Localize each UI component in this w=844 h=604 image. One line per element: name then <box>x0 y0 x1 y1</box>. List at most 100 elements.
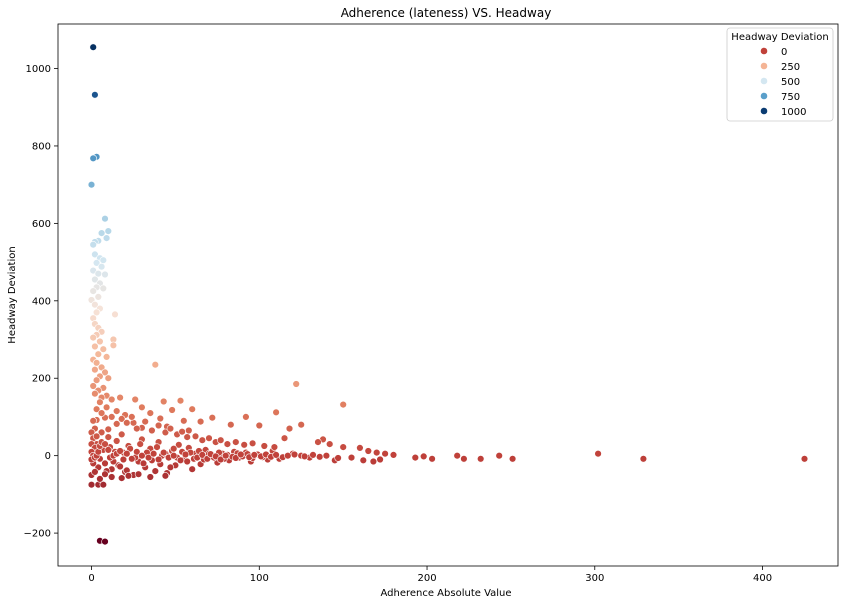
scatter-point <box>285 424 294 433</box>
legend-box <box>726 27 834 122</box>
scatter-point <box>237 450 245 459</box>
scatter-point <box>284 452 292 460</box>
scatter-point <box>134 470 143 478</box>
scatter-point <box>477 455 485 463</box>
scatter-point <box>97 363 106 372</box>
scatter-point <box>322 452 331 460</box>
scatter-point <box>428 455 436 463</box>
scatter-point <box>116 462 124 471</box>
scatter-point <box>112 437 121 445</box>
scatter-point <box>116 393 124 402</box>
scatter-point <box>309 451 317 459</box>
scatter-point <box>198 451 207 459</box>
scatter-point <box>133 448 141 456</box>
scatter-point <box>148 426 156 435</box>
scatter-point <box>149 450 158 458</box>
scatter-point <box>270 443 279 451</box>
scatter-point <box>89 333 97 342</box>
scatter-point <box>176 456 185 464</box>
scatter-point <box>411 453 419 462</box>
scatter-point <box>166 463 175 471</box>
scatter-point <box>92 308 101 317</box>
scatter-point <box>96 475 104 483</box>
scatter-point <box>198 436 207 444</box>
x-axis-ticks: 0 100 200 300 400 <box>88 566 772 584</box>
scatter-point <box>133 424 141 433</box>
y-tick-label: 600 <box>32 219 51 230</box>
scatter-point <box>123 419 131 427</box>
y-tick-label: 400 <box>32 296 51 307</box>
legend-label: 1000 <box>781 107 806 118</box>
y-tick-label: 0 <box>45 451 51 462</box>
scatter-point <box>175 441 183 449</box>
scatter-point <box>188 405 196 413</box>
scatter-point <box>141 417 149 426</box>
legend-title: Headway Deviation <box>731 32 828 43</box>
scatter-point <box>168 406 176 414</box>
scatter-point <box>99 256 108 264</box>
scatter-point <box>97 263 106 271</box>
scatter-point <box>101 537 109 546</box>
scatter-point <box>364 447 372 455</box>
scatter-point <box>290 450 299 459</box>
legend: Headway Deviation 0 250 500 750 1000 <box>726 27 834 122</box>
scatter-point <box>161 428 170 437</box>
scatter-point <box>183 457 191 466</box>
scatter-point <box>131 395 139 404</box>
scatter-point <box>347 453 356 462</box>
scatter-point <box>139 459 148 468</box>
scatter-point <box>639 455 648 463</box>
scatter-point <box>101 459 109 468</box>
scatter-point <box>101 270 109 279</box>
scatter-point <box>146 473 155 481</box>
scatter-point <box>89 241 97 249</box>
scatter-point <box>117 430 126 439</box>
scatter-point <box>359 456 367 464</box>
scatter-point <box>154 455 163 464</box>
scatter-point <box>232 454 240 462</box>
scatter-point <box>89 287 97 295</box>
chart-title: Adherence (lateness) VS. Headway <box>341 6 552 20</box>
y-tick-label: 1000 <box>26 64 51 75</box>
scatter-point <box>280 434 289 442</box>
scatter-point <box>104 374 113 382</box>
scatter-point <box>102 403 111 411</box>
scatter-point <box>191 432 200 440</box>
scatter-point <box>116 447 124 455</box>
scatter-point <box>260 442 268 450</box>
scatter-point <box>91 468 99 476</box>
scatter-point <box>248 439 257 447</box>
scatter-point <box>94 350 103 358</box>
x-tick-label: 400 <box>753 573 772 584</box>
scatter-point <box>91 275 99 284</box>
scatter-point <box>112 407 121 415</box>
scatter-point <box>138 452 146 460</box>
scatter-point <box>160 448 168 457</box>
legend-marker <box>760 92 768 100</box>
scatter-point <box>166 424 175 433</box>
scatter-point <box>316 453 324 461</box>
legend-entries: 0 250 500 750 1000 <box>760 47 806 118</box>
scatter-point <box>119 455 128 464</box>
scatter-point <box>97 409 106 417</box>
scatter-point <box>154 421 163 430</box>
scatter-point <box>89 417 97 425</box>
scatter-point <box>99 345 108 353</box>
scatter-point <box>101 215 109 223</box>
scatter-point <box>99 481 108 489</box>
scatter-point <box>124 472 133 480</box>
scatter-point <box>99 284 108 293</box>
scatter-point <box>181 450 190 459</box>
scatter-point <box>101 440 109 448</box>
scatter-point <box>376 455 384 464</box>
scatter-point <box>800 455 809 463</box>
scatter-point <box>151 467 160 475</box>
scatter-point <box>300 452 309 461</box>
scatter-point <box>144 453 153 462</box>
scatter-point <box>170 445 178 453</box>
y-tick-label: −200 <box>24 529 51 540</box>
legend-label: 750 <box>781 92 800 103</box>
scatter-point <box>369 457 378 466</box>
scatter-point <box>176 397 185 405</box>
